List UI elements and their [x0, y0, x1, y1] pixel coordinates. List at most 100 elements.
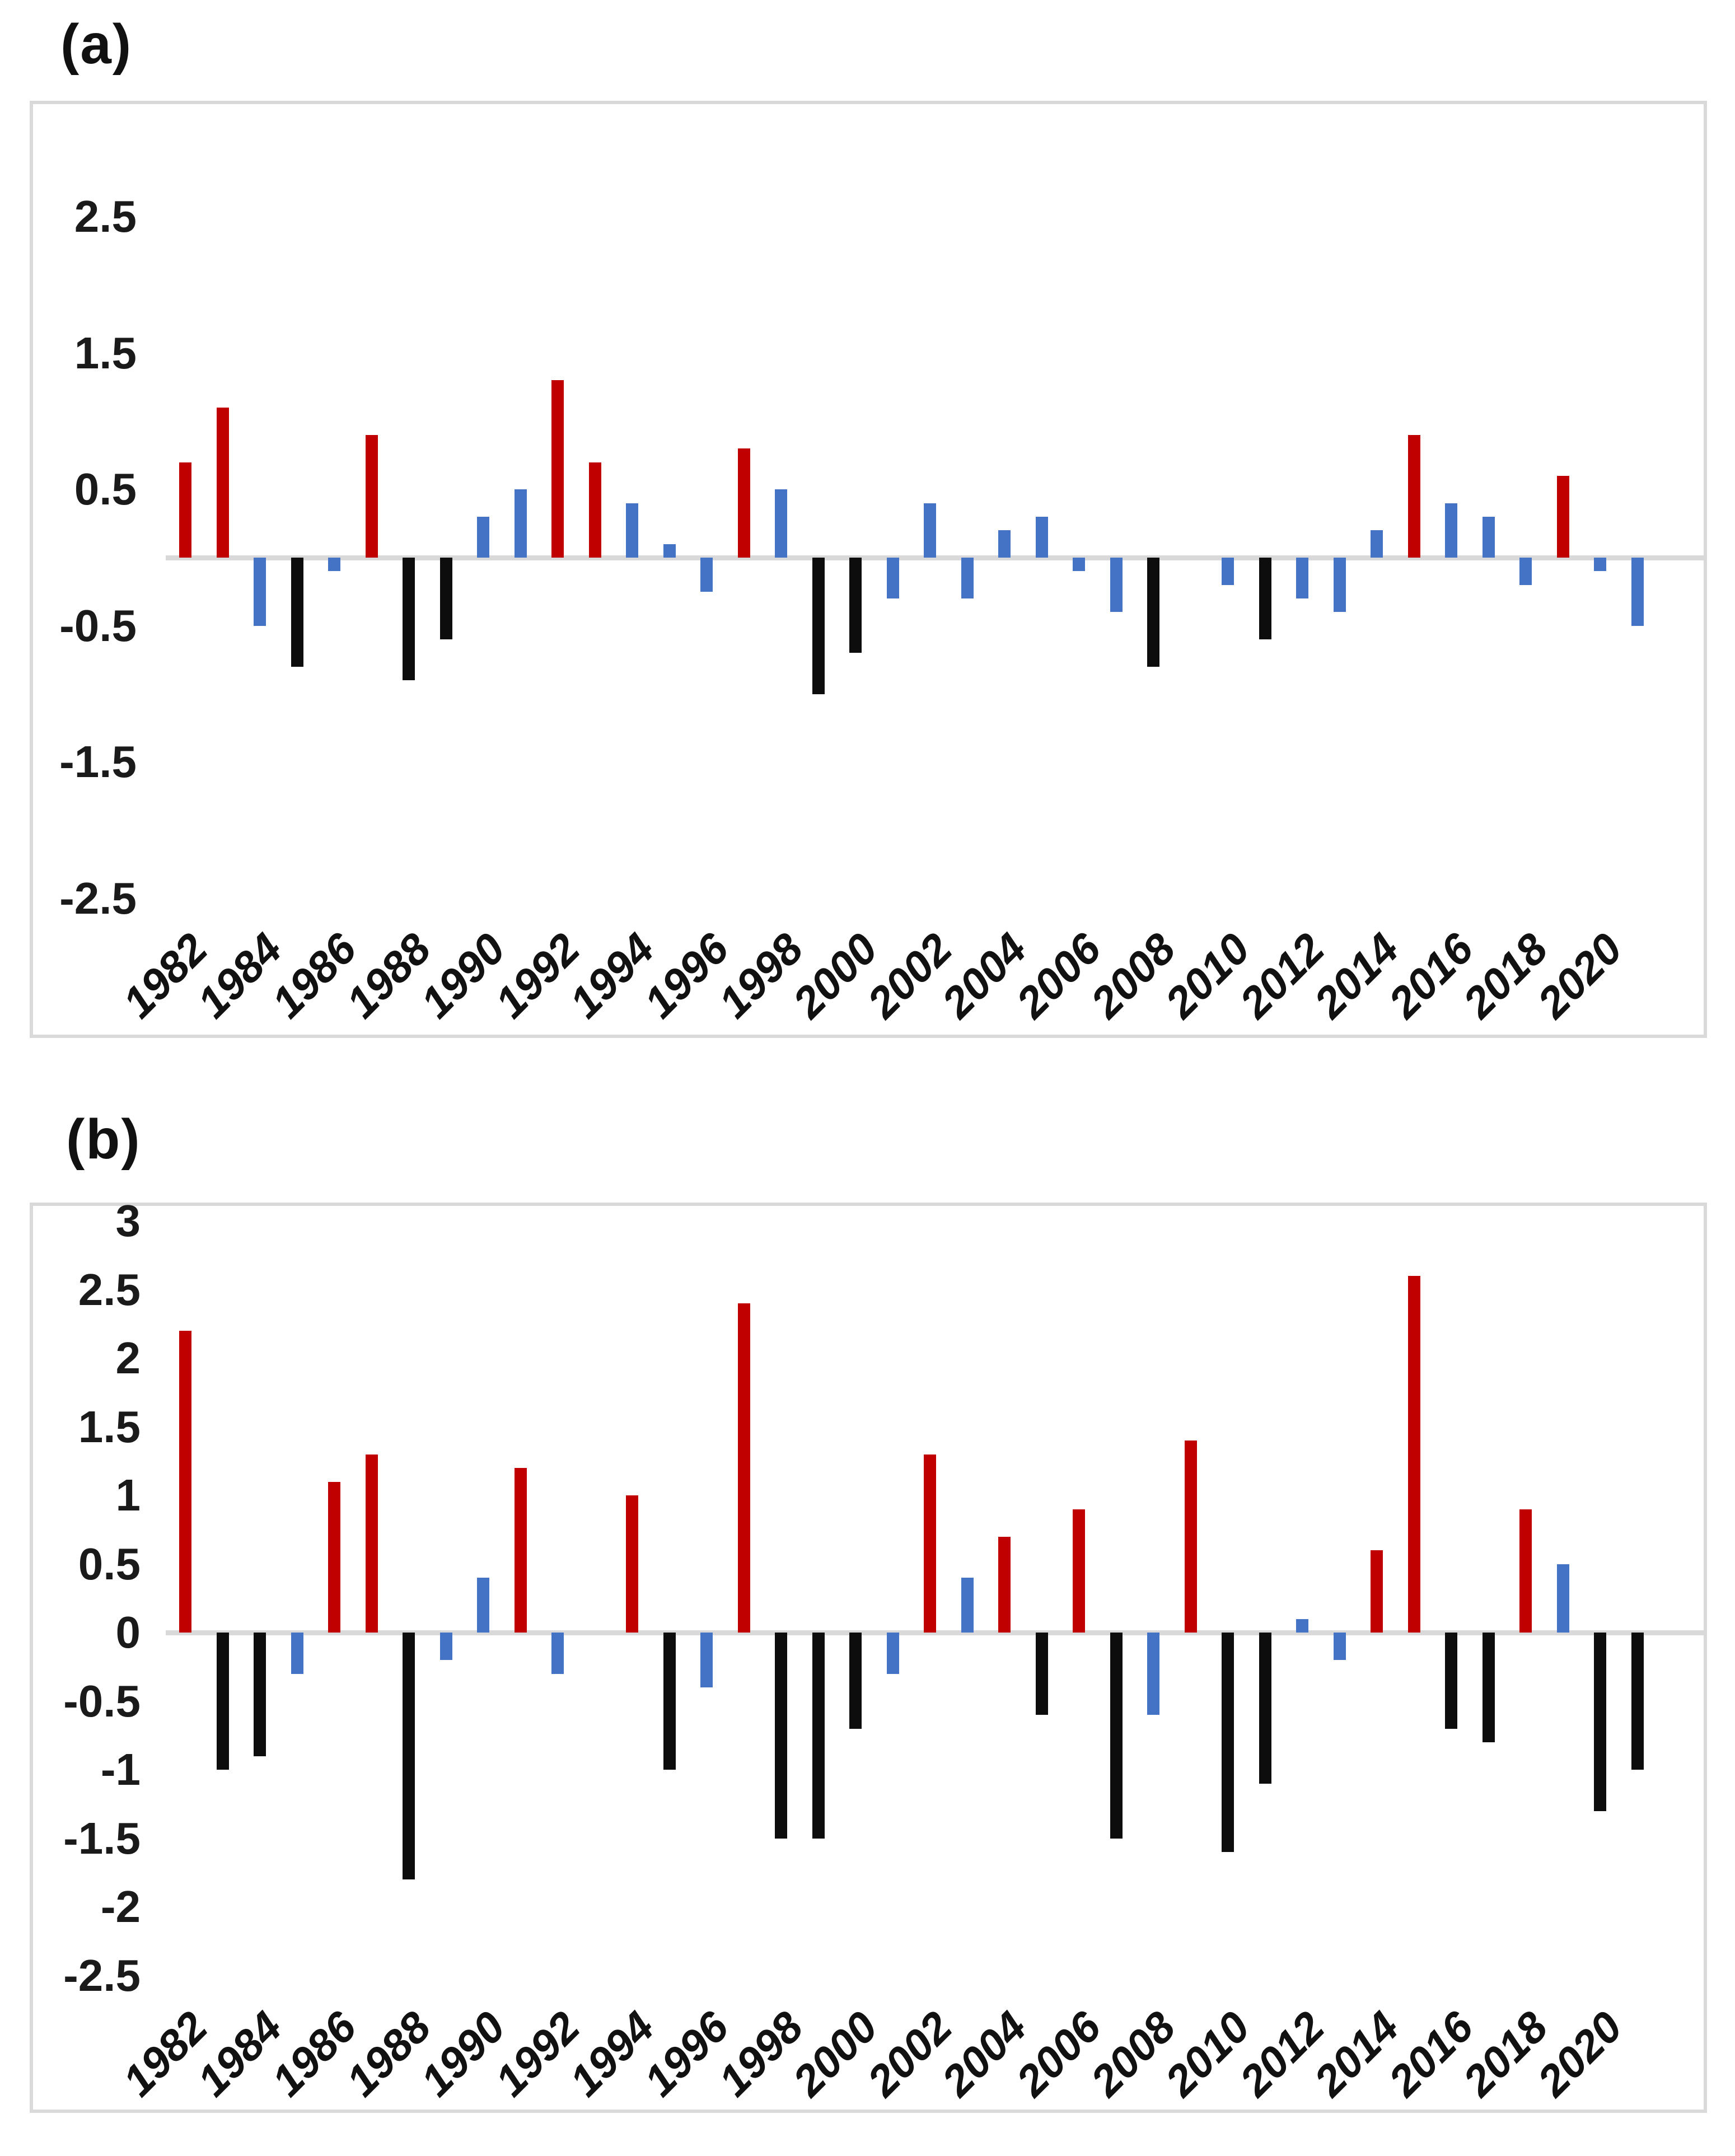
bar-2007: [1110, 558, 1123, 612]
bar-2008: [1147, 558, 1159, 667]
bar-1995: [663, 544, 676, 558]
bar-2002: [924, 503, 936, 558]
bar-1998: [775, 489, 787, 558]
panel-a-plot-area: 2.5 1.5 0.5 -0.5 -1.5 -2.5 1982 1984 1986 1988 199…: [33, 104, 1704, 1035]
y-axis-tick-label: -2.5: [59, 873, 137, 923]
bar-2015: [1407, 434, 1420, 558]
bar-1997: [737, 1303, 750, 1633]
bar-1983: [216, 1633, 229, 1770]
bar-2015: [1407, 1276, 1420, 1633]
bar-1983: [216, 408, 229, 558]
bar-2013: [1333, 558, 1346, 612]
bar-1984: [254, 558, 266, 626]
bar-2002: [924, 1454, 936, 1633]
bar-1986: [328, 558, 340, 572]
y-axis-tick-label: 1: [115, 1470, 141, 1520]
bar-1991: [514, 489, 527, 558]
bar-2012: [1296, 558, 1308, 599]
bar-1989: [439, 558, 452, 640]
bar-2010: [1222, 558, 1234, 585]
bar-2009: [1184, 1441, 1197, 1633]
bar-2016: [1445, 1633, 1457, 1729]
panel-b-plot-area: 3 2.5 2 1.5 1 0.5 0 -0.5 -1 -1.5 -2 -2.5 1982 1984 198…: [33, 1196, 1704, 2110]
y-axis-tick-label: -1.5: [63, 1813, 141, 1863]
bar-2018: [1519, 1509, 1532, 1633]
bar-2017: [1482, 516, 1495, 558]
bar-1992: [551, 380, 564, 558]
bar-2020: [1594, 558, 1606, 572]
bar-1982: [179, 1331, 191, 1633]
bar-2006: [1073, 558, 1085, 572]
bar-2019: [1556, 1564, 1569, 1633]
bar-2011: [1259, 558, 1271, 640]
y-axis-tick-label: -1.5: [59, 737, 137, 787]
bar-1985: [291, 1633, 303, 1674]
bar-1987: [365, 434, 378, 558]
bar-2003: [961, 558, 974, 599]
y-axis-tick-label: 2: [115, 1333, 141, 1383]
y-axis-tick-label: 2.5: [74, 191, 137, 242]
y-axis-tick-label: 1.5: [74, 328, 137, 378]
bar-1994: [626, 503, 638, 558]
y-axis-tick-label: 0.5: [78, 1538, 141, 1589]
bar-2020: [1594, 1633, 1606, 1811]
bar-1988: [403, 558, 415, 681]
bar-2017: [1482, 1633, 1495, 1742]
y-axis-tick-label: -2: [100, 1882, 141, 1931]
bar-1986: [328, 1481, 340, 1633]
y-axis-tick-label: 0.5: [74, 464, 137, 515]
y-axis-tick-label: -2.5: [63, 1950, 141, 2000]
bar-2000: [849, 558, 862, 653]
bar-2018: [1519, 558, 1532, 585]
y-axis-tick-label: 2.5: [78, 1264, 141, 1315]
bar-2011: [1259, 1633, 1271, 1784]
bar-1990: [477, 516, 489, 558]
bar-2016: [1445, 503, 1457, 558]
y-axis-tick-label: 1.5: [78, 1401, 141, 1452]
bar-1991: [514, 1468, 527, 1633]
panel-b-label: (b): [66, 1108, 141, 1171]
bar-2021: [1631, 558, 1644, 626]
bar-2008: [1147, 1633, 1159, 1715]
y-axis-tick-label: -0.5: [59, 600, 137, 651]
bar-2012: [1296, 1619, 1308, 1633]
y-axis-tick-label: 0: [115, 1607, 141, 1657]
bar-2014: [1371, 530, 1383, 558]
bar-2010: [1222, 1633, 1234, 1852]
y-axis-tick-label: -1: [100, 1745, 141, 1794]
y-axis-tick-label: 3: [115, 1196, 141, 1246]
bar-2001: [886, 1633, 899, 1674]
bar-1996: [700, 1633, 713, 1687]
bar-1996: [700, 558, 713, 592]
panel-a-label: (a): [60, 13, 133, 76]
bar-1994: [626, 1495, 638, 1633]
bar-2005: [1035, 516, 1048, 558]
bar-2005: [1035, 1633, 1048, 1715]
bar-2000: [849, 1633, 862, 1729]
x-axis-zero-line: [166, 1630, 1704, 1635]
bar-1984: [254, 1633, 266, 1756]
y-axis-tick-label: -0.5: [63, 1676, 141, 1726]
bar-1988: [403, 1633, 415, 1879]
bar-1999: [812, 558, 825, 694]
bar-1995: [663, 1633, 676, 1770]
bar-2004: [998, 530, 1011, 558]
bar-1985: [291, 558, 303, 667]
bar-1987: [365, 1454, 378, 1633]
bar-1989: [439, 1633, 452, 1660]
x-axis-zero-line: [166, 555, 1704, 560]
bar-2013: [1333, 1633, 1346, 1660]
bar-2001: [886, 558, 899, 599]
bar-2021: [1631, 1633, 1644, 1770]
bar-1990: [477, 1578, 489, 1633]
bar-1998: [775, 1633, 787, 1839]
bar-1993: [588, 462, 601, 558]
bar-2014: [1371, 1550, 1383, 1633]
bar-2003: [961, 1578, 974, 1633]
bar-1997: [737, 448, 750, 558]
bar-2004: [998, 1536, 1011, 1633]
bar-2019: [1556, 475, 1569, 558]
panel-a-chart-frame: 2.5 1.5 0.5 -0.5 -1.5 -2.5 1982 1984 1986 1988 199…: [30, 101, 1707, 1038]
panel-b-chart-frame: 3 2.5 2 1.5 1 0.5 0 -0.5 -1 -1.5 -2 -2.5 1982 1984 198…: [30, 1196, 1707, 2113]
